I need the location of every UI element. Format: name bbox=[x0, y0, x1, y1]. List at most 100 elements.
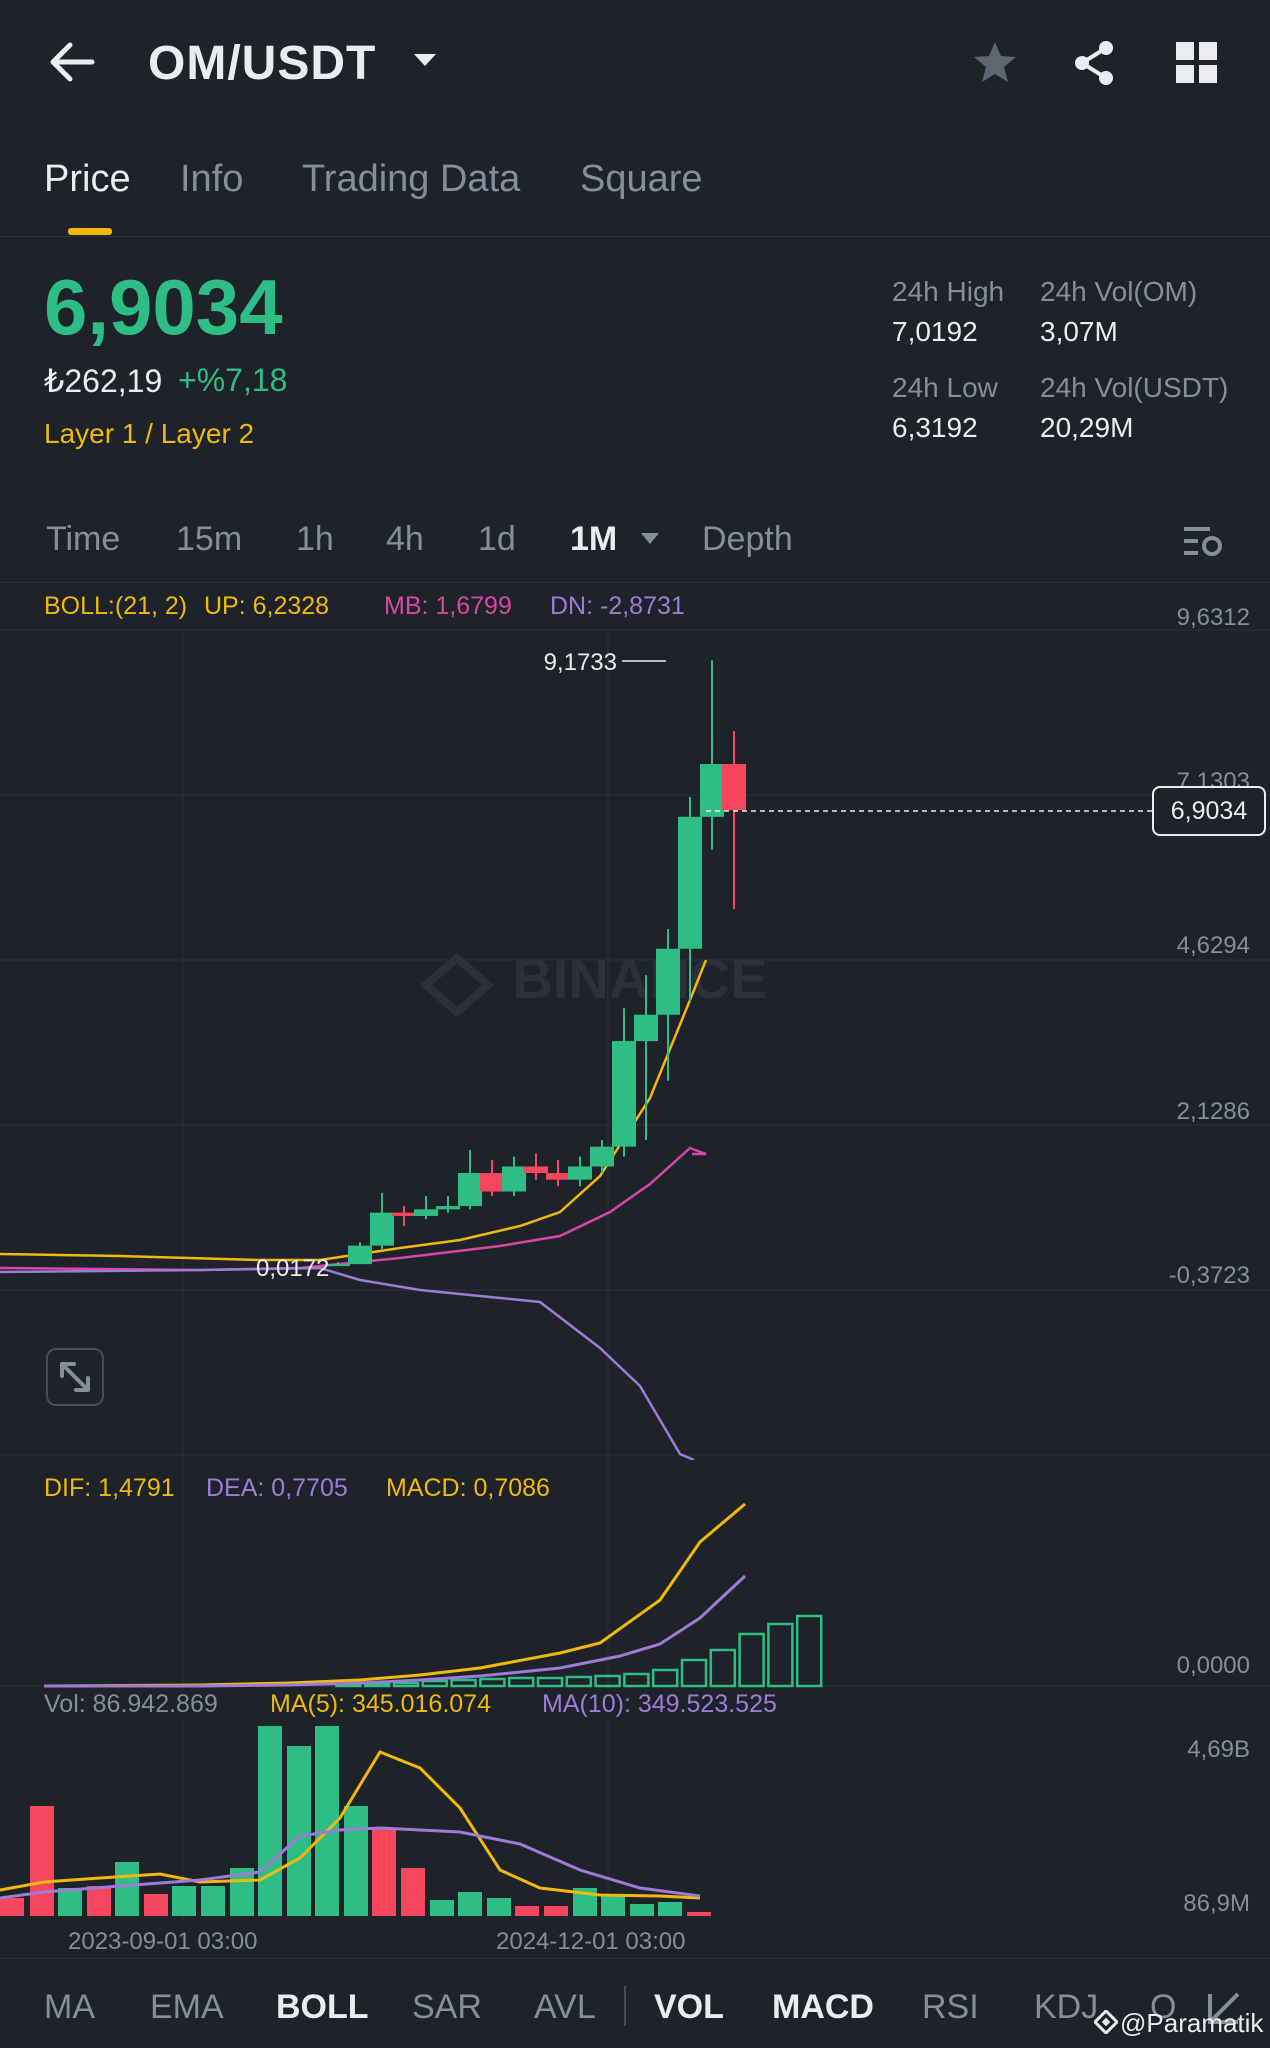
boll-label: BOLL:(21, 2) bbox=[44, 592, 188, 620]
indicator-divider bbox=[624, 1986, 626, 2026]
volume-bar bbox=[115, 1862, 139, 1916]
tab-price[interactable]: Price bbox=[44, 158, 131, 200]
grid-lines bbox=[0, 629, 1270, 1460]
volume-bar bbox=[515, 1906, 539, 1916]
credit-watermark: @Paramatik bbox=[1120, 2008, 1264, 2038]
volume-bar bbox=[144, 1894, 168, 1916]
macd-bar bbox=[767, 1622, 794, 1688]
volume-bar bbox=[344, 1806, 368, 1916]
volume-bar bbox=[372, 1828, 396, 1916]
indicator-sar[interactable]: SAR bbox=[412, 1988, 482, 2026]
candle bbox=[436, 1206, 460, 1210]
macd-bar bbox=[421, 1679, 449, 1688]
binance-logo-icon bbox=[419, 952, 495, 1018]
date-label: 2024-12-01 03:00 bbox=[496, 1928, 686, 1955]
tab-square[interactable]: Square bbox=[580, 158, 703, 200]
main-tabs: Price Info Trading Data Square bbox=[0, 140, 1270, 237]
volume-bar bbox=[87, 1886, 111, 1916]
vol-axis-top: 4,69B bbox=[1187, 1736, 1250, 1763]
low-label: 24h Low bbox=[892, 372, 998, 403]
indicator-macd[interactable]: MACD bbox=[772, 1988, 874, 2026]
macd-axis-label: 0,0000 bbox=[1176, 1652, 1250, 1679]
volume-bar bbox=[58, 1888, 82, 1916]
candle bbox=[722, 764, 746, 811]
tab-info[interactable]: Info bbox=[180, 158, 244, 200]
volume-bar bbox=[258, 1726, 282, 1916]
macd-bar bbox=[709, 1648, 737, 1688]
volume-bar bbox=[287, 1746, 311, 1916]
indicator-boll[interactable]: BOLL bbox=[276, 1988, 369, 2026]
interval-15m[interactable]: 15m bbox=[176, 520, 243, 558]
date-label: 2023-09-01 03:00 bbox=[68, 1928, 258, 1955]
interval-time[interactable]: Time bbox=[46, 520, 121, 558]
back-arrow-icon[interactable] bbox=[48, 40, 96, 84]
pair-title[interactable]: OM/USDT bbox=[148, 37, 377, 90]
price-axis-label: 2,1286 bbox=[1176, 1098, 1250, 1125]
indicator-avl[interactable]: AVL bbox=[534, 1988, 596, 2026]
volume-chart[interactable] bbox=[0, 1720, 1270, 1920]
candle bbox=[414, 1209, 438, 1216]
candle bbox=[458, 1173, 482, 1207]
divider bbox=[0, 1958, 1270, 1959]
current-price-tag[interactable]: 6,9034 bbox=[1152, 786, 1266, 836]
volume-bar bbox=[487, 1898, 511, 1916]
category-tag[interactable]: Layer 1 / Layer 2 bbox=[44, 418, 255, 449]
binance-logo-icon bbox=[1094, 2010, 1118, 2034]
indicator-vol[interactable]: VOL bbox=[654, 1988, 724, 2026]
interval-4h[interactable]: 4h bbox=[386, 520, 424, 558]
pair-dropdown-icon[interactable] bbox=[412, 52, 438, 68]
high-marker-label: 9,1733 bbox=[544, 649, 617, 676]
macd-bar bbox=[392, 1681, 420, 1688]
candle bbox=[546, 1173, 570, 1180]
candle bbox=[700, 764, 724, 817]
tab-trading-data[interactable]: Trading Data bbox=[302, 158, 521, 200]
vol-label: Vol: 86.942.869 bbox=[44, 1690, 218, 1718]
watermark: BINANCE bbox=[512, 947, 767, 1010]
indicator-ema[interactable]: EMA bbox=[150, 1988, 224, 2026]
share-icon[interactable] bbox=[1072, 40, 1118, 86]
macd-dif: DIF: 1,4791 bbox=[44, 1474, 175, 1502]
macd-bar bbox=[738, 1632, 765, 1688]
grid-menu-icon[interactable] bbox=[1176, 42, 1218, 84]
indicator-more[interactable]: O bbox=[1150, 1988, 1177, 2026]
interval-depth[interactable]: Depth bbox=[702, 520, 793, 558]
indicator-kdj[interactable]: KDJ bbox=[1034, 1988, 1099, 2026]
macd-bar bbox=[565, 1675, 593, 1688]
boll-up-line bbox=[0, 959, 708, 1262]
vol-ma5: MA(5): 345.016.074 bbox=[270, 1690, 491, 1718]
vol-ma10: MA(10): 349.523.525 bbox=[542, 1690, 777, 1718]
expand-icon bbox=[60, 1362, 90, 1392]
indicator-bar: MA EMA BOLL SAR AVL VOL MACD RSI KDJ O bbox=[0, 1988, 1270, 2038]
macd-bar bbox=[594, 1674, 621, 1688]
interval-1d[interactable]: 1d bbox=[478, 520, 516, 558]
macd-chart[interactable] bbox=[0, 1460, 1270, 1690]
volume-bar bbox=[458, 1892, 482, 1916]
boll-mb: MB: 1,6799 bbox=[384, 592, 512, 620]
macd-histogram bbox=[335, 1614, 823, 1688]
candlestick-chart[interactable]: BINANCE 9,1733 0,0172 bbox=[0, 580, 1270, 1460]
macd-bar bbox=[450, 1678, 477, 1688]
boll-dn-line bbox=[0, 1266, 695, 1460]
macd-bar bbox=[536, 1676, 564, 1688]
candle bbox=[612, 1041, 636, 1147]
fullscreen-button[interactable] bbox=[46, 1348, 104, 1406]
star-icon[interactable] bbox=[972, 40, 1018, 84]
indicator-ma[interactable]: MA bbox=[44, 1988, 95, 2026]
volume-bar bbox=[172, 1886, 196, 1916]
low-value: 6,3192 bbox=[892, 412, 978, 443]
interval-1m[interactable]: 1M bbox=[570, 520, 618, 558]
interval-1h[interactable]: 1h bbox=[296, 520, 334, 558]
candle bbox=[348, 1245, 372, 1265]
price-axis-label: -0,3723 bbox=[1168, 1262, 1250, 1289]
candle bbox=[326, 1264, 350, 1267]
volume-bar bbox=[601, 1896, 625, 1916]
chart-settings-icon[interactable] bbox=[1182, 524, 1224, 560]
top-bar: OM/USDT bbox=[0, 0, 1270, 130]
price-axis-label: 4,6294 bbox=[1176, 932, 1250, 959]
candles bbox=[326, 660, 746, 1267]
last-price: 6,9034 bbox=[44, 263, 283, 351]
indicator-settings-icon[interactable] bbox=[1206, 1990, 1242, 2026]
indicator-rsi[interactable]: RSI bbox=[922, 1988, 979, 2026]
macd-dea-line bbox=[44, 1574, 747, 1688]
interval-dropdown-icon[interactable] bbox=[640, 532, 660, 546]
